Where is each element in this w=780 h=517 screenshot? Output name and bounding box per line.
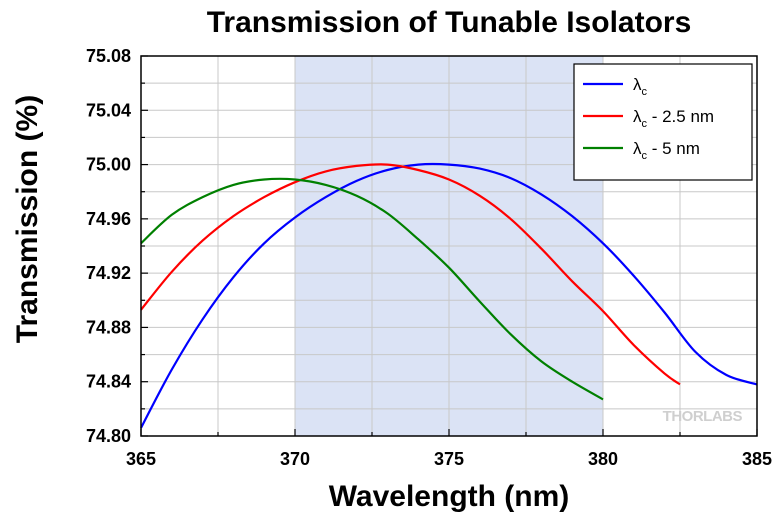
x-tick-label: 385 <box>742 449 772 469</box>
legend-label-lambda-c: λc <box>633 75 648 98</box>
x-tick-label: 365 <box>126 449 156 469</box>
chart-title: Transmission of Tunable Isolators <box>207 6 692 39</box>
y-axis-title: Transmission (%) <box>11 95 44 343</box>
legend-label-lambda-c-minus-5nm: λc - 5 nm <box>633 139 700 162</box>
y-tick-label: 75.00 <box>86 155 131 175</box>
y-tick-label: 75.04 <box>86 100 131 120</box>
series-lines <box>140 162 758 429</box>
series-line-lambda-c-minus-5nm <box>140 177 604 401</box>
legend: λc λc - 2.5 nm λc - 5 nm <box>573 63 753 181</box>
x-tick-label: 375 <box>434 449 464 469</box>
y-tick-label: 74.92 <box>86 263 131 283</box>
y-tick-label: 74.88 <box>86 317 131 337</box>
y-tick-label: 75.08 <box>86 46 131 66</box>
y-tick-label: 74.84 <box>86 372 131 392</box>
y-tick-label: 74.80 <box>86 426 131 446</box>
y-tick-label: 74.96 <box>86 209 131 229</box>
plot-frame <box>140 55 758 437</box>
x-axis-title: Wavelength (nm) <box>329 480 570 513</box>
series-line-lambda-c <box>140 162 758 429</box>
legend-label-lambda-c-minus-2-5nm: λc - 2.5 nm <box>633 107 714 130</box>
x-tick-label: 370 <box>280 449 310 469</box>
x-tick-labels: 365 370 375 380 385 <box>126 449 772 469</box>
x-tick-label: 380 <box>588 449 618 469</box>
series-line-lambda-c-minus-2-5nm <box>140 163 681 386</box>
thorlabs-watermark: THORLABS <box>663 408 743 425</box>
y-tick-labels: 74.80 74.84 74.88 74.92 74.96 75.00 75.04 75.08 <box>86 46 131 446</box>
